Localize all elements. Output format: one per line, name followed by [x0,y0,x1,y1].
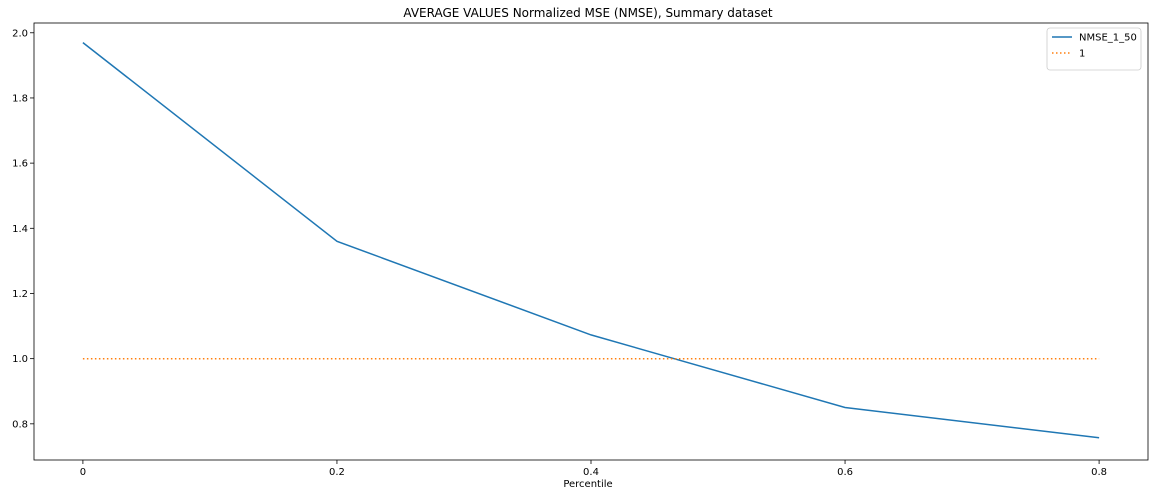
x-axis-ticks: 0 0.2 0.4 0.6 0.8 [80,460,1107,478]
legend-box [1046,27,1142,71]
y-tick-label: 1.6 [12,159,28,170]
y-tick-label: 0.8 [12,419,28,430]
y-axis-ticks: 0.8 1.0 1.2 1.4 1.6 1.8 2.0 [12,28,34,430]
x-tick-label: 0 [80,467,86,478]
legend-label-1: 1 [1079,49,1085,60]
x-tick-label: 0.6 [837,467,853,478]
y-tick-label: 1.4 [12,224,28,235]
legend: NMSE_1_50 1 [1046,27,1142,71]
y-tick-label: 1.0 [12,354,28,365]
x-tick-label: 0.4 [583,467,599,478]
legend-label-0: NMSE_1_50 [1079,33,1137,44]
y-tick-label: 1.8 [12,93,28,104]
x-tick-label: 0.8 [1091,467,1107,478]
series-line-0 [82,42,1100,439]
x-tick-label: 0.2 [329,467,345,478]
chart-title: AVERAGE VALUES Normalized MSE (NMSE), Su… [403,6,773,20]
y-tick-label: 1.2 [12,289,28,300]
y-tick-label: 2.0 [12,28,28,39]
x-axis-label: Percentile [563,479,612,490]
series-layer [82,42,1100,439]
